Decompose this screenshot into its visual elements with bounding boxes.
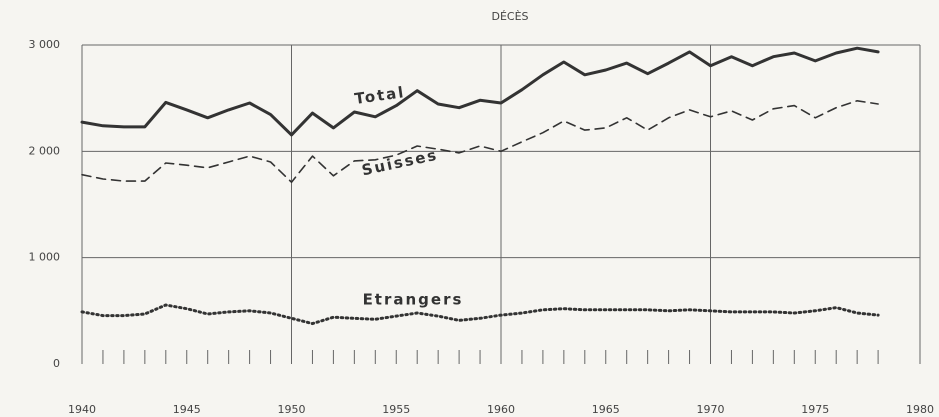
- x-tick-label: 1945: [173, 403, 201, 416]
- y-tick-label: 2 000: [29, 144, 61, 157]
- y-tick-label: 3 000: [29, 38, 61, 51]
- y-tick-label: 1 000: [29, 251, 61, 264]
- x-tick-label: 1970: [697, 403, 725, 416]
- line-series: [80, 46, 880, 137]
- line-series: [80, 303, 880, 326]
- x-tick-label: 1940: [68, 403, 96, 416]
- x-tick-label: 1980: [906, 403, 934, 416]
- line-series: [81, 100, 879, 183]
- chart-title: DÉCÈS: [491, 10, 528, 23]
- x-tick-label: 1965: [592, 403, 620, 416]
- series-label: Etrangers: [363, 291, 464, 309]
- x-tick-label: 1960: [487, 403, 515, 416]
- x-tick-label: 1950: [278, 403, 306, 416]
- x-tick-label: 1955: [382, 403, 410, 416]
- x-tick-label: 1975: [801, 403, 829, 416]
- series-label: Suisses: [360, 146, 440, 180]
- y-tick-label: 0: [53, 357, 60, 370]
